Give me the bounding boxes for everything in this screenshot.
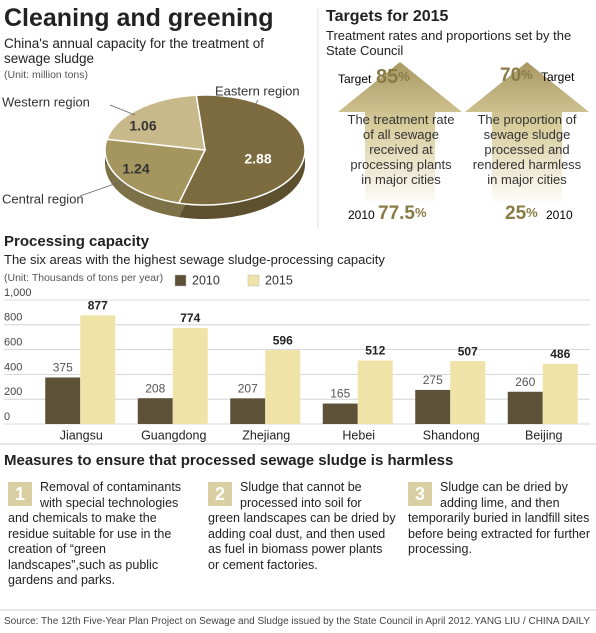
slice-value: 1.06	[129, 118, 156, 134]
value-label: 877	[88, 298, 108, 312]
bar	[415, 389, 451, 424]
target-text: The proportion of sewage sludge processe…	[472, 112, 582, 187]
target-text: The treatment rate of all sewage receive…	[347, 112, 455, 187]
measure: 3 Sludge can be dried by adding lime, and…	[408, 480, 596, 558]
x-tick-label: Jiangsu	[60, 428, 103, 442]
base-value: 25%	[505, 203, 538, 224]
value-label: 512	[365, 344, 385, 358]
slice-value: 2.88	[244, 151, 271, 167]
source: Source: The 12th Five-Year Plan Project …	[4, 616, 474, 627]
bar	[542, 363, 578, 424]
pie-note: (Unit: million tons)	[4, 69, 89, 81]
slice-value: 1.24	[122, 161, 149, 177]
legend-swatch	[174, 274, 187, 287]
y-tick-label: 1,000	[4, 287, 32, 299]
value-label: 208	[145, 381, 165, 395]
bar	[230, 398, 266, 424]
target-label: Target	[338, 72, 372, 86]
slice-label: Eastern region	[215, 83, 300, 98]
pie-slice	[105, 94, 206, 151]
base-value: 77.5%	[378, 203, 427, 224]
value-label: 275	[423, 373, 443, 387]
arrow	[465, 62, 589, 205]
y-tick-label: 200	[4, 386, 22, 398]
value-label: 165	[330, 387, 350, 401]
target-value: 85%	[376, 66, 410, 88]
legend-label: 2015	[265, 273, 293, 287]
y-tick-label: 800	[4, 312, 22, 324]
measure: 2 Sludge that cannot be processed into so…	[208, 480, 396, 573]
measure-number: 2	[208, 482, 232, 506]
legend-label: 2010	[192, 273, 220, 287]
measure-text: Removal of contaminants with special tec…	[8, 480, 182, 587]
measure: 1 Removal of contaminants with special te…	[8, 480, 196, 589]
legend-swatch	[247, 274, 260, 287]
main-title: Cleaning and greening	[4, 4, 274, 32]
base-label: 2010	[348, 208, 375, 222]
pie-chart: 2.88 Eastern region 1.24 Central region 1.06…	[2, 83, 306, 219]
bar	[507, 391, 543, 424]
bar	[450, 361, 486, 424]
bar-title: Processing capacity	[4, 233, 150, 250]
y-tick-label: 400	[4, 361, 22, 373]
bar	[172, 328, 208, 424]
bar	[322, 403, 358, 424]
value-label: 774	[180, 311, 200, 325]
slice-label: Central region	[2, 191, 84, 206]
x-tick-label: Zhejiang	[242, 428, 290, 442]
leader-line	[249, 99, 259, 115]
bar	[265, 350, 301, 424]
bar	[45, 377, 81, 424]
value-label: 260	[515, 375, 535, 389]
x-tick-label: Shandong	[423, 428, 480, 442]
measure-text: Sludge that cannot be processed into soi…	[208, 480, 396, 572]
targets-title: Targets for 2015	[326, 8, 449, 25]
measure-number: 3	[408, 482, 432, 506]
measure-number: 1	[8, 482, 32, 506]
bar	[357, 360, 393, 424]
bar-subtitle: The six areas with the highest sewage sl…	[4, 252, 385, 267]
value-label: 507	[458, 344, 478, 358]
x-tick-label: Beijing	[525, 428, 563, 442]
bar	[80, 315, 116, 424]
value-label: 486	[550, 347, 570, 361]
arrow	[338, 62, 462, 205]
value-label: 375	[53, 361, 73, 375]
bar	[137, 398, 173, 424]
x-tick-label: Hebei	[342, 428, 375, 442]
base-label: 2010	[546, 208, 573, 222]
y-tick-label: 0	[4, 411, 10, 423]
x-tick-label: Guangdong	[141, 428, 206, 442]
target-label: Target	[541, 70, 575, 84]
y-tick-label: 600	[4, 337, 22, 349]
pie-slice	[104, 138, 207, 204]
leader-line	[79, 181, 121, 197]
measure-text: Sludge can be dried by adding lime, and …	[408, 480, 591, 556]
measures-title: Measures to ensure that processed sewage…	[4, 452, 454, 469]
pie-slice	[177, 94, 306, 206]
value-label: 596	[273, 333, 293, 347]
leader-line	[109, 104, 136, 116]
value-label: 207	[238, 382, 258, 396]
targets-subtitle: Treatment rates and proportions set by t…	[326, 28, 572, 58]
slice-label: Western region	[2, 94, 90, 109]
credit: YANG LIU / CHINA DAILY	[474, 616, 590, 627]
bar-chart: 0 200 400 600 800 1,000 2010 2015 Jiangsu 375 877 G…	[4, 273, 590, 442]
bar-note: (Unit: Thousands of tons per year)	[4, 272, 164, 284]
target-value: 70%	[500, 65, 533, 86]
pie-title: China's annual capacity for the treatmen…	[4, 36, 264, 66]
